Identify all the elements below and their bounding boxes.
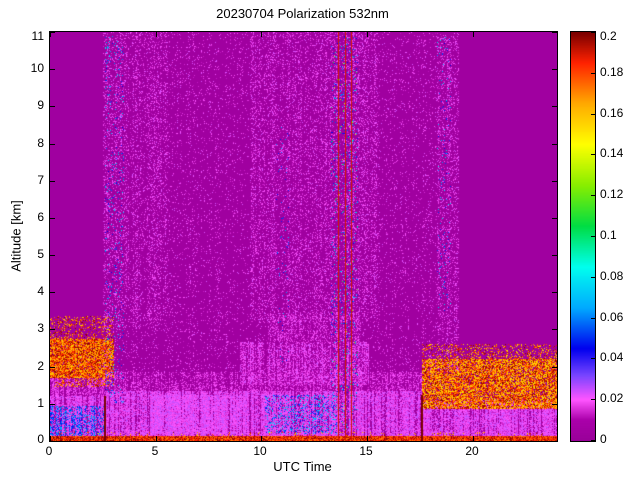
y-tick-label: 6 — [37, 210, 44, 224]
colorbar-tick-label: 0.16 — [600, 106, 624, 120]
y-tick-mark-right — [552, 32, 557, 33]
y-tick-mark-right — [552, 218, 557, 219]
y-tick-mark-right — [552, 367, 557, 368]
colorbar-tick-label: 0.2 — [600, 29, 617, 43]
x-tick-mark-top — [156, 32, 157, 37]
y-tick-label: 8 — [37, 136, 44, 150]
x-axis-label: UTC Time — [273, 459, 332, 474]
colorbar-tick-mark — [591, 114, 595, 115]
colorbar-tick-label: 0.06 — [600, 310, 624, 324]
y-tick-label: 5 — [37, 247, 44, 261]
y-tick-mark-right — [552, 69, 557, 70]
y-tick-label: 4 — [37, 284, 44, 298]
colorbar-tick-mark — [591, 399, 595, 400]
colorbar-tick-label: 0.12 — [600, 187, 624, 201]
y-tick-label: 11 — [31, 29, 44, 43]
colorbar-tick-mark — [591, 32, 595, 33]
colorbar-tick-mark — [591, 154, 595, 155]
y-tick-mark — [50, 329, 55, 330]
y-tick-label: 10 — [30, 61, 44, 75]
y-tick-mark — [50, 69, 55, 70]
colorbar-tick-mark — [591, 73, 595, 74]
y-tick-label: 7 — [37, 173, 44, 187]
x-tick-mark — [261, 436, 262, 441]
colorbar-tick-label: 0.1 — [600, 228, 617, 242]
y-tick-mark — [50, 404, 55, 405]
x-tick-mark — [156, 436, 157, 441]
colorbar-tick-mark — [591, 236, 595, 237]
x-tick-mark — [473, 436, 474, 441]
y-tick-mark — [50, 367, 55, 368]
y-tick-mark-right — [552, 255, 557, 256]
heatmap-canvas — [50, 32, 557, 441]
y-tick-mark-right — [552, 329, 557, 330]
y-tick-mark — [50, 181, 55, 182]
x-tick-label: 20 — [465, 444, 479, 458]
colorbar-tick-mark — [591, 277, 595, 278]
colorbar-tick-label: 0.02 — [600, 391, 624, 405]
x-tick-label: 15 — [359, 444, 373, 458]
x-tick-label: 0 — [45, 444, 53, 458]
y-tick-mark-right — [552, 181, 557, 182]
y-tick-mark — [50, 218, 55, 219]
y-tick-mark-right — [552, 106, 557, 107]
plot-area — [49, 31, 558, 442]
colorbar — [570, 31, 596, 442]
colorbar-tick-label: 0.18 — [600, 65, 624, 79]
y-tick-label: 2 — [37, 359, 44, 373]
x-tick-mark-top — [367, 32, 368, 37]
x-tick-label: 10 — [253, 444, 267, 458]
y-tick-mark-right — [552, 292, 557, 293]
chart-title: 20230704 Polarization 532nm — [216, 6, 389, 21]
y-tick-mark — [50, 292, 55, 293]
y-tick-label: 1 — [37, 396, 44, 410]
colorbar-tick-label: 0.08 — [600, 269, 624, 283]
y-tick-mark — [50, 32, 55, 33]
y-tick-label: 9 — [37, 98, 44, 112]
x-tick-mark — [367, 436, 368, 441]
colorbar-tick-label: 0.14 — [600, 146, 624, 160]
y-tick-mark — [50, 144, 55, 145]
colorbar-tick-label: 0 — [600, 432, 607, 446]
y-tick-mark — [50, 255, 55, 256]
colorbar-tick-mark — [591, 358, 595, 359]
x-tick-mark-top — [473, 32, 474, 37]
x-tick-mark — [50, 436, 51, 441]
y-tick-label: 0 — [37, 432, 44, 446]
x-tick-mark-top — [50, 32, 51, 37]
x-tick-label: 5 — [151, 444, 159, 458]
colorbar-tick-mark — [591, 195, 595, 196]
y-tick-mark-right — [552, 144, 557, 145]
y-tick-mark — [50, 106, 55, 107]
x-tick-mark-top — [261, 32, 262, 37]
y-tick-mark-right — [552, 441, 557, 442]
y-tick-mark — [50, 441, 55, 442]
colorbar-tick-mark — [591, 440, 595, 441]
y-tick-mark-right — [552, 404, 557, 405]
colorbar-tick-label: 0.04 — [600, 350, 624, 364]
y-tick-label: 3 — [37, 321, 44, 335]
colorbar-tick-mark — [591, 318, 595, 319]
